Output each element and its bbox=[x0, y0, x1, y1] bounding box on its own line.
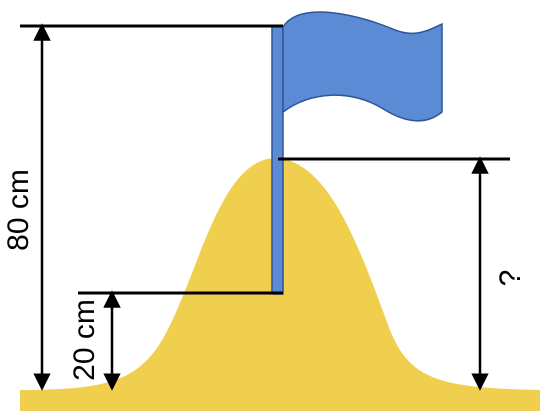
unknown-height-label: ? bbox=[494, 270, 527, 287]
flag-icon bbox=[282, 11, 443, 122]
buried-depth-label: 20 cm bbox=[68, 299, 101, 381]
total-height-label: 80 cm bbox=[2, 169, 35, 251]
